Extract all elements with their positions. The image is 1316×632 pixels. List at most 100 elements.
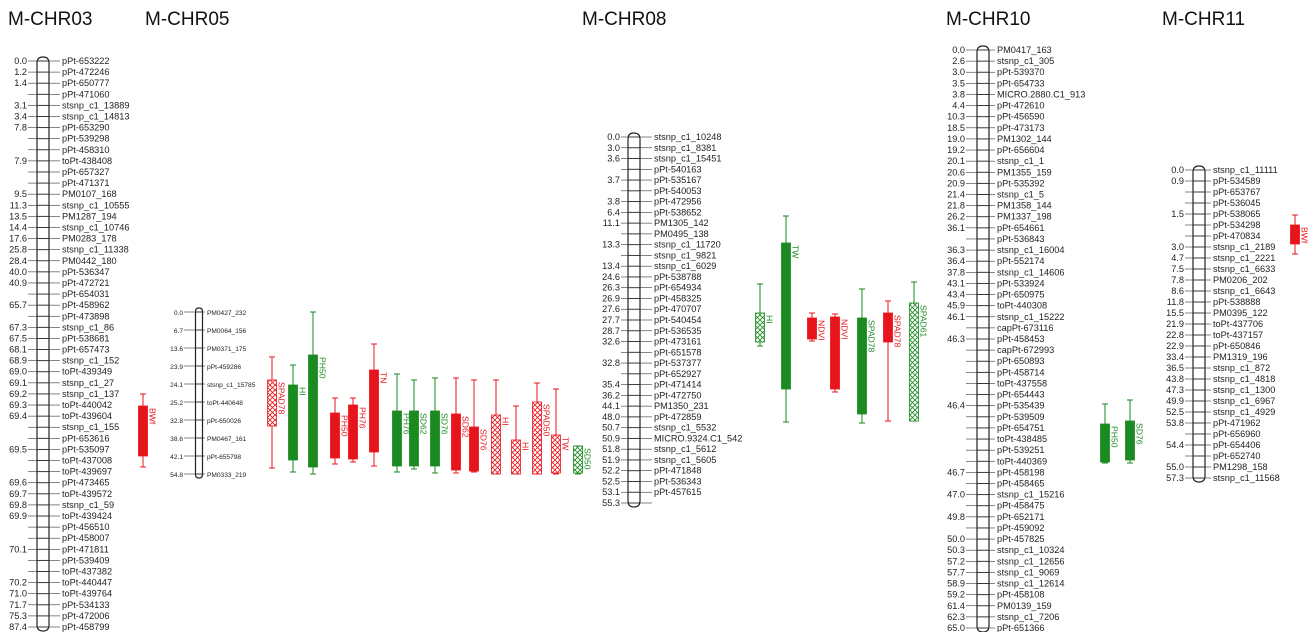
marker-label: toPt-440447 <box>62 578 112 588</box>
qtl-interval <box>469 426 479 472</box>
marker-label: PM1337_198 <box>997 212 1052 222</box>
marker-label: pPt-457615 <box>654 487 702 497</box>
marker-label: MICRO.9324.C1_542 <box>654 433 742 443</box>
marker-label: PM0442_180 <box>62 256 117 266</box>
marker-label: stsnp_c1_2189 <box>1213 242 1275 252</box>
marker-label: capPt-672993 <box>997 345 1054 355</box>
marker-position: 87.4 <box>9 622 27 632</box>
marker-label: pPt-654751 <box>997 423 1045 433</box>
marker-position: 46.4 <box>947 401 965 411</box>
marker-position: 7.9 <box>14 156 27 166</box>
qtl-label: SD76 <box>1135 423 1145 445</box>
marker-position: 33.4 <box>1166 352 1184 362</box>
marker-position: 0.0 <box>607 132 620 142</box>
marker-position: 46.3 <box>947 334 965 344</box>
marker-position: 42.1 <box>170 454 183 461</box>
qtl-label: PH50 <box>340 415 350 437</box>
marker-label: pPt-458475 <box>997 501 1045 511</box>
marker-label: toPt-440308 <box>997 301 1047 311</box>
marker-position: 36.2 <box>602 390 620 400</box>
marker-label: pPt-655798 <box>207 454 241 461</box>
qtl-spad78: SPAD78 <box>857 288 877 424</box>
marker-position: 25.2 <box>170 400 183 407</box>
marker-label: pPt-473161 <box>654 337 702 347</box>
marker-position: 17.6 <box>9 234 27 244</box>
marker-label: PM0427_232 <box>207 310 247 317</box>
marker-label: stsnp_c1_15222 <box>997 312 1064 322</box>
marker-label: pPt-653290 <box>62 123 110 133</box>
marker-position: 69.1 <box>9 378 27 388</box>
qtl-interval <box>348 404 358 460</box>
marker-position: 6.7 <box>174 328 183 335</box>
marker-position: 69.2 <box>9 389 27 399</box>
qtl-label: BWf <box>148 408 158 425</box>
marker-label: PM1298_158 <box>1213 462 1268 472</box>
marker-label: stsnp_c1_15216 <box>997 490 1064 500</box>
marker-position: 3.0 <box>607 143 620 153</box>
marker-label: pPt-537377 <box>654 358 702 368</box>
marker-position: 50.9 <box>602 433 620 443</box>
marker-label: pPt-539509 <box>997 412 1045 422</box>
marker-label: pPt-470707 <box>654 304 702 314</box>
qtl-ph50: PH50 <box>330 397 350 465</box>
qtl-label: SPAD61 <box>919 305 929 338</box>
qtl-interval <box>430 410 440 467</box>
marker-label: PM0333_219 <box>207 472 247 479</box>
marker-label: pPt-471811 <box>62 544 109 554</box>
marker-label: toPt-439604 <box>62 411 112 421</box>
marker-label: pPt-472610 <box>997 101 1045 111</box>
qtl-label: NDVI <box>840 319 850 340</box>
marker-position: 69.0 <box>9 367 27 377</box>
marker-label: pPt-472006 <box>62 611 110 621</box>
marker-position: 68.1 <box>9 345 27 355</box>
qtl-interval <box>573 445 583 474</box>
marker-position: 19.0 <box>947 134 965 144</box>
marker-position: 69.3 <box>9 400 27 410</box>
marker-position: 32.8 <box>170 418 183 425</box>
qtl-interval <box>330 412 340 459</box>
marker-label: stsnp_c1_11111 <box>1213 165 1278 175</box>
marker-label: stsnp_c1_10324 <box>997 545 1064 555</box>
marker-position: 22.8 <box>1166 330 1184 340</box>
marker-label: PM1350_231 <box>654 401 709 411</box>
marker-position: 20.6 <box>947 167 965 177</box>
marker-label: pPt-473465 <box>62 478 110 488</box>
marker-label: pPt-652171 <box>997 512 1045 522</box>
marker-label: pPt-538065 <box>1213 209 1261 219</box>
chr03-title: M-CHR03 <box>8 9 92 30</box>
marker-label: pPt-653616 <box>62 433 110 443</box>
qtl-interval <box>781 242 791 390</box>
qtl-interval <box>909 302 919 422</box>
marker-label: stsnp_c1_10555 <box>62 200 129 210</box>
marker-label: pPt-458453 <box>997 334 1045 344</box>
marker-label: stsnp_c1_4818 <box>1213 374 1275 384</box>
marker-label: stsnp_c1_12614 <box>997 579 1064 589</box>
marker-position: 3.0 <box>1171 242 1184 252</box>
marker-position: 46.7 <box>947 467 965 477</box>
marker-position: 49.9 <box>1166 396 1184 406</box>
marker-label: PM1287_194 <box>62 211 117 221</box>
marker-label: pPt-535097 <box>62 444 110 454</box>
marker-label: stsnp_c1_5532 <box>654 423 716 433</box>
marker-label: stsnp_c1_27 <box>62 378 114 388</box>
marker-label: PM1355_159 <box>997 167 1052 177</box>
marker-label: stsnp_c1_14606 <box>997 267 1064 277</box>
marker-position: 32.8 <box>602 358 620 368</box>
qtl-label: HI <box>501 417 511 426</box>
qtl-tw: TW <box>551 388 571 475</box>
qtl-interval <box>511 439 521 475</box>
marker-position: 13.3 <box>602 240 620 250</box>
qtl-tw: TW <box>781 215 801 423</box>
marker-position: 3.5 <box>952 78 965 88</box>
marker-label: pPt-651578 <box>654 347 702 357</box>
marker-label: pPt-540163 <box>654 164 702 174</box>
marker-position: 15.5 <box>1166 308 1184 318</box>
linkage-group-m-chr08: stsnp_c1_10248 0.0 stsnp_c1_8381 3.0 stsnp_c… <box>602 132 742 508</box>
qtl-interval <box>807 317 817 340</box>
marker-label: pPt-650893 <box>997 356 1045 366</box>
marker-position: 36.3 <box>947 245 965 255</box>
marker-label: pPt-536343 <box>654 476 702 486</box>
marker-label: pPt-657327 <box>62 167 110 177</box>
marker-position: 69.9 <box>9 511 27 521</box>
marker-position: 27.7 <box>602 315 620 325</box>
